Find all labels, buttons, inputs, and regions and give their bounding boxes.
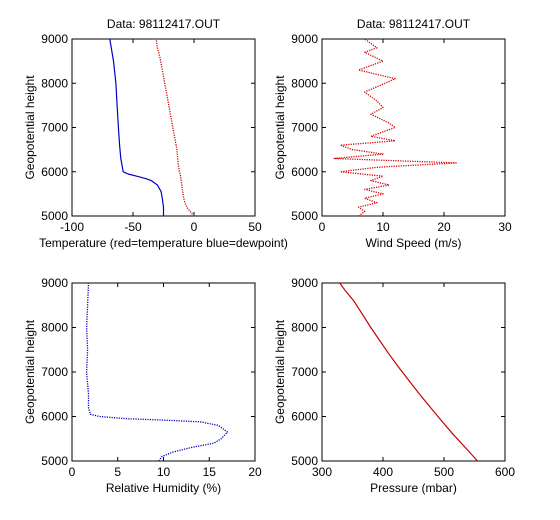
- panel-2-x-tick-label: 10: [376, 220, 390, 234]
- panel-3-x-tick-label: 10: [157, 465, 171, 479]
- panel-1-x-tick-label: -50: [124, 220, 142, 234]
- panel-2-series-1-line: [333, 38, 457, 217]
- panel-2-y-tick-label: 8000: [291, 76, 318, 90]
- panel-2-y-tick-label: 9000: [291, 32, 318, 46]
- panel-2-axes-box: [321, 38, 506, 217]
- panel-4: 300 400 500 600 5000 6000 7000 8000 9000 Pressure…: [273, 276, 515, 495]
- panel-4-y-tick-label: 8000: [291, 321, 318, 335]
- panel-1-x-tick-label: -100: [60, 220, 84, 234]
- panel-4-x-tick-label: 400: [373, 465, 393, 479]
- panel-1-x-axis-label: Temperature (red=temperature blue=dewpoi…: [39, 236, 288, 250]
- panel-3-y-tick-label: 7000: [41, 365, 68, 379]
- panel-1-y-tick-label: 7000: [41, 121, 68, 135]
- panel-4-series-1-line: [339, 282, 478, 462]
- panel-3: 0 5 10 15 20 5000 6000 7000 8000 9000 Relative Hum…: [23, 276, 262, 495]
- panel-2-y-tick-label: 7000: [291, 121, 318, 135]
- panel-1-x-tick-label: 50: [248, 220, 262, 234]
- panel-2-y-tick-label: 5000: [291, 209, 318, 223]
- panel-2-x-tick-label: 30: [498, 220, 512, 234]
- panel-2-y-axis-label: Geopotential height: [273, 75, 287, 180]
- panel-1-y-tick-label: 5000: [41, 209, 68, 223]
- panel-4-y-tick-label: 7000: [291, 365, 318, 379]
- panel-4-x-axis-label: Pressure (mbar): [370, 481, 457, 495]
- panel-4-y-tick-label: 6000: [291, 410, 318, 424]
- panel-3-y-tick-label: 6000: [41, 410, 68, 424]
- panel-2-y-tick-label: 6000: [291, 165, 318, 179]
- panel-2-x-tick-label: 20: [437, 220, 451, 234]
- panel-4-x-tick-label: 500: [434, 465, 454, 479]
- panel-3-series-1-line: [85, 282, 229, 462]
- panel-3-axes-box: [71, 282, 256, 462]
- panel-3-x-axis-label: Relative Humidity (%): [106, 481, 221, 495]
- panel-2-x-axis-label: Wind Speed (m/s): [365, 236, 461, 250]
- panel-4-y-axis-label: Geopotential height: [273, 319, 287, 424]
- panel-1-axes-box: [71, 38, 256, 217]
- panel-1-y-tick-label: 9000: [41, 32, 68, 46]
- panel-1-series-2-line: [109, 38, 165, 216]
- panel-3-y-tick-label: 5000: [41, 454, 68, 468]
- panel-2-title: Data: 98112417.OUT: [357, 17, 471, 31]
- panel-3-y-axis-label: Geopotential height: [23, 319, 37, 424]
- panel-4-axes-box: [321, 282, 506, 462]
- panel-1-series-1-line: [155, 38, 195, 217]
- panel-3-y-tick-label: 8000: [41, 321, 68, 335]
- panel-2: 0 10 20 30 5000 6000 7000 8000 9000 Data: 9811241…: [273, 17, 512, 250]
- panel-3-x-tick-label: 5: [114, 465, 121, 479]
- panel-1-x-tick-label: 0: [191, 220, 198, 234]
- panel-3-x-tick-label: 15: [203, 465, 217, 479]
- panel-1-title: Data: 98112417.OUT: [107, 17, 221, 31]
- panel-4-x-tick-label: 300: [312, 465, 332, 479]
- panel-3-x-tick-label: 0: [69, 465, 76, 479]
- panel-3-x-tick-label: 20: [248, 465, 262, 479]
- panel-1-y-tick-label: 6000: [41, 165, 68, 179]
- panel-1-y-axis-label: Geopotential height: [23, 75, 37, 180]
- panel-2-x-tick-label: 0: [319, 220, 326, 234]
- panel-1: -100 -50 0 50 5000 6000 7000 8000 9000 Data: 9811…: [23, 17, 288, 250]
- panel-3-y-tick-label: 9000: [41, 276, 68, 290]
- panel-4-y-tick-label: 5000: [291, 454, 318, 468]
- panel-4-y-tick-label: 9000: [291, 276, 318, 290]
- panel-1-y-tick-label: 8000: [41, 76, 68, 90]
- panel-4-x-tick-label: 600: [495, 465, 515, 479]
